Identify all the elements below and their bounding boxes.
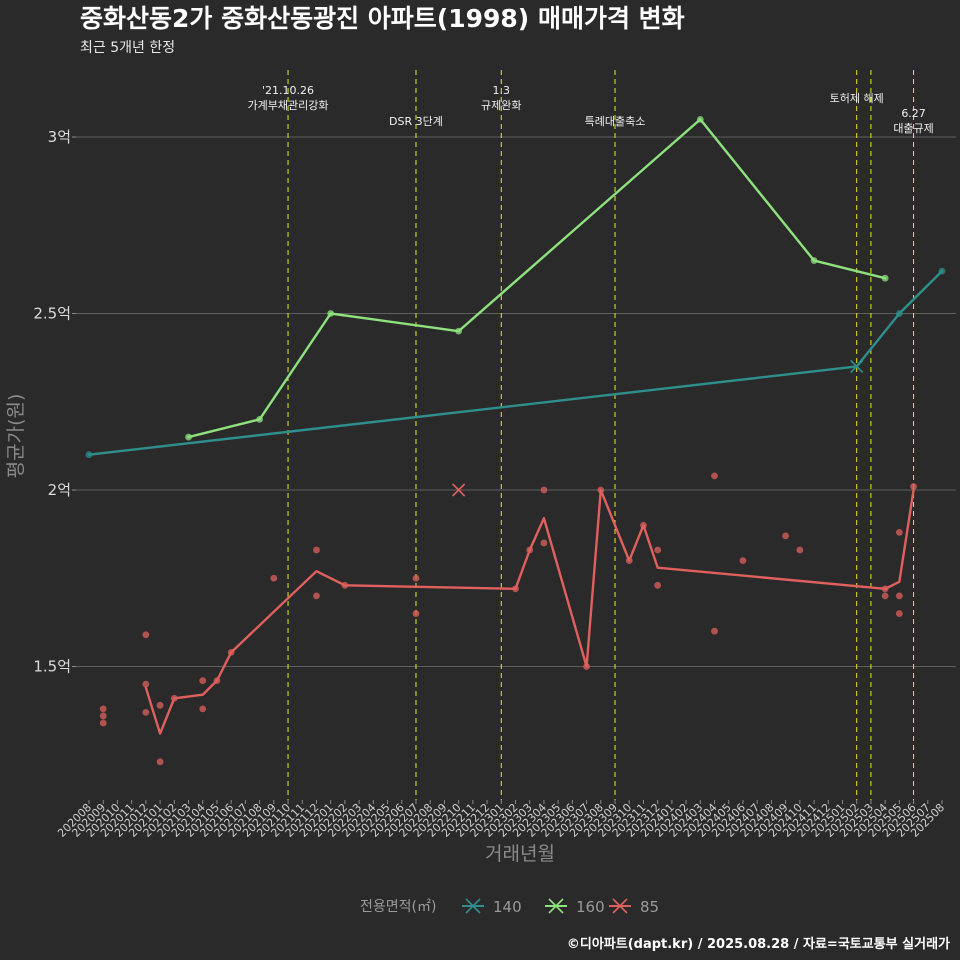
y-tick-label: 2억: [48, 481, 71, 499]
series: [85, 115, 946, 766]
data-point-85: [412, 610, 420, 617]
data-point-85: [796, 546, 804, 554]
data-point-85: [895, 610, 903, 617]
data-point-85: [142, 708, 150, 716]
data-point-85: [881, 592, 889, 600]
data-point-85: [583, 663, 590, 670]
chart-subtitle: 최근 5개년 한정: [80, 40, 175, 56]
event-label: '21.10.26: [262, 84, 314, 97]
data-point-85: [711, 627, 718, 635]
event-label: 1.3: [493, 84, 511, 97]
data-point-160: [881, 274, 889, 282]
event-label: 규제완화: [481, 99, 521, 112]
data-point-85: [512, 585, 519, 593]
data-point-160: [185, 433, 192, 441]
y-tick-label: 1.5억: [33, 658, 71, 676]
data-point-85: [156, 701, 164, 709]
y-axis-ticks: 1.5억 2억 2.5억 3억: [33, 128, 76, 676]
event-label: 대출규제: [893, 122, 933, 135]
data-point-85: [711, 472, 718, 480]
data-point-85: [227, 648, 235, 656]
data-point-85: [654, 546, 662, 554]
data-point-85: [412, 574, 420, 582]
data-point-85: [199, 705, 207, 713]
data-point-85: [597, 486, 605, 494]
data-point-85: [625, 557, 633, 564]
legend-label-160: 160: [576, 898, 605, 916]
legend-key-cross: [465, 898, 481, 914]
data-point-160: [455, 327, 463, 335]
data-point-140: [938, 267, 946, 275]
data-point-85: [782, 532, 790, 540]
legend-label-85: 85: [640, 898, 659, 916]
data-point-85: [270, 574, 278, 582]
legend-key-85: [609, 898, 631, 914]
y-tick-label: 3억: [48, 128, 71, 146]
data-point-160: [327, 310, 335, 317]
outlier-marker-140: [850, 359, 864, 374]
legend: 전용면적(㎡) 140 160 85: [360, 898, 659, 916]
gridlines: [76, 136, 956, 667]
event-label: 특례대출축소: [585, 115, 646, 128]
legend-key-cross: [548, 898, 564, 914]
data-point-140: [85, 451, 93, 459]
data-point-85: [99, 712, 107, 720]
data-point-85: [739, 557, 747, 564]
caption: ©디아파트(dapt.kr) / 2025.08.28 / 자료=국토교통부 실…: [567, 936, 950, 952]
data-point-85: [142, 631, 150, 639]
data-point-85: [881, 585, 889, 593]
data-point-85: [540, 539, 548, 547]
legend-key-160: [545, 898, 567, 914]
data-point-160: [696, 115, 704, 123]
data-point-85: [526, 546, 534, 554]
legend-key-cross: [612, 898, 628, 914]
data-point-85: [341, 581, 349, 589]
data-point-85: [142, 680, 150, 688]
legend-key-140: [462, 898, 484, 914]
data-point-85: [910, 483, 917, 490]
data-point-85: [895, 592, 903, 600]
x-axis-title: 거래년월: [485, 843, 555, 865]
data-point-85: [313, 592, 320, 600]
data-point-85: [654, 581, 662, 589]
data-point-85: [99, 705, 107, 713]
data-point-140: [895, 310, 903, 317]
data-point-85: [99, 719, 107, 727]
legend-title: 전용면적(㎡): [360, 899, 436, 915]
data-point-85: [313, 546, 320, 554]
data-point-160: [256, 416, 263, 423]
y-axis-title: 평균가(원): [5, 394, 27, 479]
series-line-140: [87, 269, 944, 456]
data-point-160: [810, 257, 818, 264]
event-label: 가계부채관리강화: [248, 99, 329, 112]
data-point-85: [156, 758, 164, 766]
data-point-85: [895, 528, 903, 536]
chart-title: 중화산동2가 중화산동광진 아파트(1998) 매매가격 변화: [80, 4, 685, 33]
data-point-85: [540, 486, 548, 494]
data-point-85: [170, 694, 178, 702]
legend-label-140: 140: [493, 898, 522, 916]
event-label: DSR 3단계: [389, 115, 443, 128]
x-axis-ticks: 2020082020092020102020112020122021012021…: [55, 800, 947, 840]
event-label: 토허제 해제: [830, 91, 884, 105]
data-point-85: [213, 677, 221, 685]
y-tick-label: 2.5억: [33, 305, 71, 323]
event-label: 6.27: [901, 107, 926, 120]
outlier-marker-85: [452, 483, 466, 497]
data-point-85: [640, 521, 647, 529]
outlier-stroke: [850, 359, 864, 374]
data-point-85: [199, 677, 207, 685]
outlier-stroke: [452, 483, 466, 497]
